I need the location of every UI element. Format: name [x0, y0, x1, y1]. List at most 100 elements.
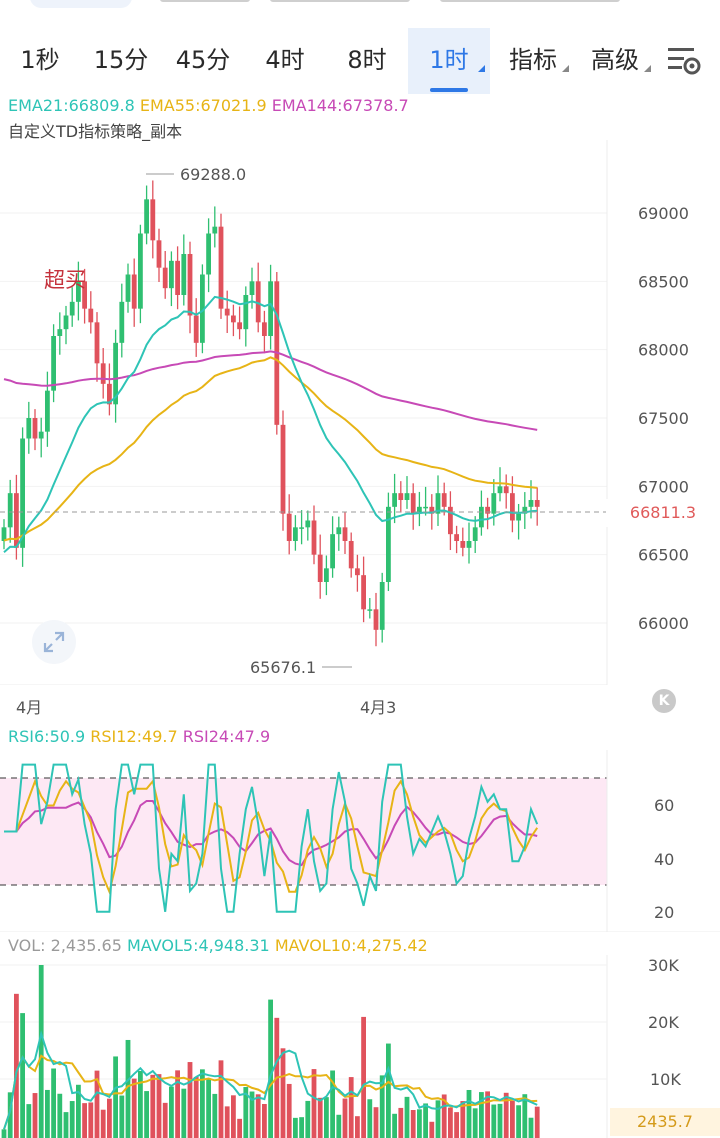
dropdown-indicator-icon	[562, 65, 569, 72]
volume-bar	[7, 1092, 13, 1138]
candle-body	[286, 513, 292, 541]
volume-bar	[429, 1121, 435, 1138]
candle-body	[305, 520, 311, 528]
candle-body	[218, 226, 224, 309]
candle-body	[454, 534, 459, 541]
candle-body	[441, 493, 447, 507]
candle-body	[317, 554, 323, 582]
volume-bar	[57, 1093, 63, 1138]
high-price-label: 69288.0	[180, 165, 246, 184]
tab-advanced[interactable]: 高级	[574, 28, 656, 94]
volume-bar	[454, 1112, 459, 1138]
top-pill-cropped	[30, 0, 132, 8]
candle-body	[466, 541, 472, 548]
tab-label: 4时	[265, 46, 305, 74]
volume-bar	[218, 1060, 224, 1138]
tab-1h[interactable]: 1时	[408, 28, 490, 94]
volume-bar	[150, 1074, 156, 1138]
volume-bar	[293, 1117, 298, 1138]
candle-body	[51, 336, 56, 391]
candle-body	[268, 281, 273, 336]
candle-body	[14, 493, 19, 548]
rsi-tick: 60	[654, 796, 674, 815]
candle-body	[503, 486, 509, 494]
volume-bar	[286, 1083, 292, 1138]
ema21-line	[3, 295, 538, 553]
candle-body	[100, 363, 106, 384]
candle-body	[367, 609, 373, 611]
expand-icon[interactable]	[32, 620, 76, 664]
tab-8h[interactable]: 8时	[326, 28, 408, 94]
price-tick: 67500	[638, 409, 689, 428]
volume-bar	[485, 1091, 490, 1138]
candle-body	[200, 274, 205, 343]
overbought-marker: 超买	[44, 268, 86, 292]
dropdown-indicator-icon	[478, 65, 485, 72]
tab-label: 1时	[429, 46, 469, 74]
volume-bar	[342, 1098, 348, 1138]
volume-bar	[45, 1089, 50, 1138]
candle-body	[448, 506, 453, 535]
volume-bar	[466, 1089, 472, 1138]
volume-bar	[522, 1094, 528, 1138]
candle-body	[404, 493, 410, 500]
volume-bar	[237, 1118, 242, 1138]
volume-bar	[460, 1101, 466, 1138]
rsi24-line	[4, 800, 538, 867]
candle-body	[479, 506, 484, 528]
scroll-to-latest-icon[interactable]: K	[652, 689, 676, 713]
tab-label: 1秒	[20, 46, 60, 74]
price-tick: 69000	[638, 204, 689, 223]
candle-body	[26, 418, 32, 439]
volume-bar	[392, 1113, 397, 1138]
rsi-tick: 20	[654, 903, 674, 922]
tab-15m[interactable]: 15分	[80, 28, 162, 94]
tab-1s[interactable]: 1秒	[0, 28, 80, 94]
candle-body	[398, 493, 404, 500]
rsi12-value: RSI12:49.7	[90, 727, 178, 746]
mavol10-line	[3, 1054, 538, 1130]
price-axis: 69000 68500 68000 67500 67000 66500 66000	[638, 204, 689, 633]
volume-bar	[94, 1070, 100, 1138]
volume-tick: 10K	[650, 1070, 681, 1089]
tab-45m[interactable]: 45分	[162, 28, 244, 94]
rsi-chart[interactable]: 60 40 20	[0, 750, 720, 932]
chart-settings-icon[interactable]	[664, 40, 704, 80]
volume-bar	[243, 1087, 249, 1138]
tab-4h[interactable]: 4时	[244, 28, 326, 94]
volume-bar	[330, 1070, 335, 1138]
candle-body	[69, 301, 75, 316]
candle-body	[45, 390, 50, 432]
candlestick-chart[interactable]: 69288.0 65676.1 69000 68500 68000 67500 6700…	[0, 140, 720, 685]
candle-body	[231, 315, 236, 323]
volume-bar	[305, 1100, 311, 1138]
rsi-legend: RSI6:50.9 RSI12:49.7 RSI24:47.9	[8, 727, 270, 746]
candle-body	[373, 609, 379, 630]
tab-indicators[interactable]: 指标	[492, 28, 574, 94]
volume-bar	[38, 965, 44, 1138]
volume-bar	[472, 1108, 478, 1138]
candle-body	[82, 281, 87, 309]
rsi-tick: 40	[654, 850, 674, 869]
volume-bar	[268, 999, 273, 1138]
candle-body	[243, 295, 249, 330]
price-tick: 68500	[638, 272, 689, 291]
volume-chart[interactable]: 30K 20K 10K	[0, 955, 720, 1138]
volume-bar	[410, 1110, 416, 1138]
mavol5-value: MAVOL5:4,948.31	[127, 936, 270, 955]
volume-tick: 20K	[648, 1013, 679, 1032]
candle-body	[361, 575, 366, 610]
volume-bar	[386, 1043, 391, 1138]
price-tick: 66500	[638, 546, 689, 565]
tab-label: 高级	[591, 46, 639, 74]
ema55-value: EMA55:67021.9	[139, 96, 267, 115]
candle-body	[435, 493, 441, 514]
candle-body	[497, 486, 503, 494]
candle-body	[293, 527, 298, 541]
volume-bar	[119, 1095, 125, 1138]
volume-bar	[373, 1107, 379, 1138]
candle-body	[249, 281, 255, 295]
candle-body	[336, 527, 342, 535]
mavol5-line	[3, 1030, 538, 1130]
time-tick: 4月	[16, 698, 43, 717]
